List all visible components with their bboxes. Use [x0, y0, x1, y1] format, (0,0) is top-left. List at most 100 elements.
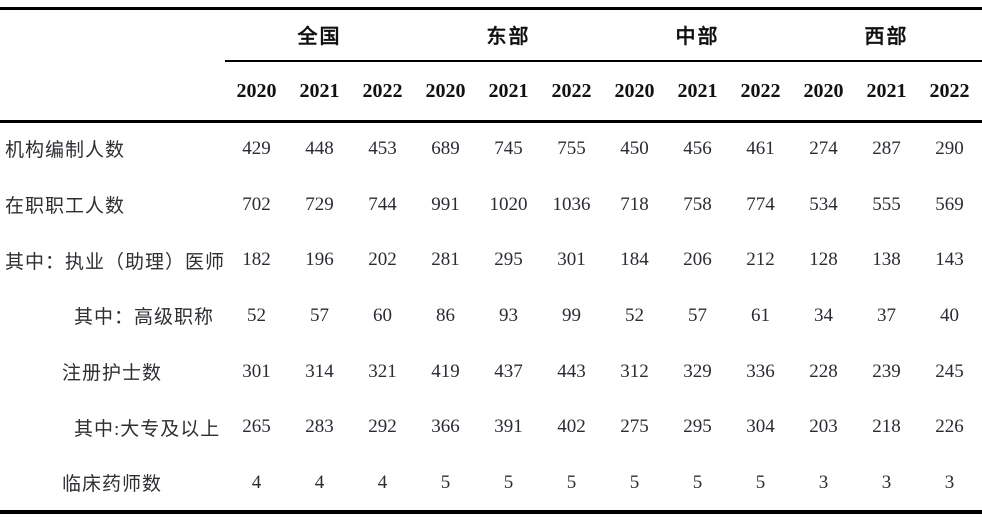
- table-cell: 3: [818, 471, 829, 493]
- table-cell: 61: [751, 304, 770, 326]
- table-cell: 275: [620, 416, 649, 438]
- header-bottom-rule: [0, 120, 982, 123]
- table-cell: 203: [809, 416, 838, 438]
- table-cell: 366: [431, 416, 460, 438]
- table-cell: 40: [940, 304, 959, 326]
- table-cell: 245: [935, 360, 964, 382]
- table-cell: 138: [872, 249, 901, 271]
- table-cell: 228: [809, 360, 838, 382]
- table-cell: 312: [620, 360, 649, 382]
- row-label: 注册护士数: [62, 363, 163, 385]
- table-cell: 744: [368, 193, 397, 215]
- table-cell: 202: [368, 249, 397, 271]
- table-cell: 461: [746, 137, 775, 159]
- year-header: 2022: [740, 79, 781, 102]
- table-top-rule: [0, 7, 982, 10]
- table-cell: 419: [431, 360, 460, 382]
- table-cell: 304: [746, 416, 775, 438]
- table-cell: 391: [494, 416, 523, 438]
- table-cell: 274: [809, 137, 838, 159]
- table-cell: 450: [620, 137, 649, 159]
- corner-cell: [0, 8, 225, 61]
- table-cell: 239: [872, 360, 901, 382]
- group-header-0: 全国: [297, 26, 342, 48]
- year-header: 2020: [236, 79, 277, 102]
- table-cell: 99: [562, 304, 581, 326]
- year-header: 2022: [362, 79, 403, 102]
- group-header-1: 东部: [486, 26, 531, 48]
- table-cell: 991: [431, 193, 460, 215]
- table-cell: 281: [431, 249, 460, 271]
- data-table: 全国 东部 中部 西部 2020 2021 2022 2020 2021 2022 2020 2021…: [0, 8, 981, 511]
- row-label: 在职职工人数: [5, 196, 126, 218]
- table-cell: 534: [809, 193, 838, 215]
- year-header: 2021: [866, 79, 907, 102]
- table-cell: 295: [494, 249, 523, 271]
- table-cell: 4: [377, 471, 388, 493]
- table-cell: 329: [683, 360, 712, 382]
- table-cell: 287: [872, 137, 901, 159]
- table-cell: 93: [499, 304, 518, 326]
- table-cell: 1036: [552, 193, 591, 215]
- group-header-underline: [225, 60, 982, 62]
- table-cell: 5: [692, 471, 703, 493]
- table-cell: 5: [755, 471, 766, 493]
- table-cell: 182: [242, 249, 271, 271]
- table-cell: 745: [494, 137, 523, 159]
- table-cell: 57: [688, 304, 707, 326]
- row-label: 机构编制人数: [5, 140, 126, 162]
- year-header: 2021: [299, 79, 340, 102]
- table-cell: 128: [809, 249, 838, 271]
- row-label: 临床药师数: [62, 474, 163, 496]
- table-cell: 218: [872, 416, 901, 438]
- year-header: 2022: [929, 79, 970, 102]
- table-cell: 437: [494, 360, 523, 382]
- table-cell: 196: [305, 249, 334, 271]
- year-header: 2021: [677, 79, 718, 102]
- table-cell: 290: [935, 137, 964, 159]
- table-cell: 206: [683, 249, 712, 271]
- table-cell: 184: [620, 249, 649, 271]
- table-cell: 37: [877, 304, 896, 326]
- table-cell: 555: [872, 193, 901, 215]
- table-cell: 755: [557, 137, 586, 159]
- table-cell: 456: [683, 137, 712, 159]
- table-cell: 212: [746, 249, 775, 271]
- corner-cell-2: [0, 61, 225, 121]
- table-cell: 448: [305, 137, 334, 159]
- table-cell: 86: [436, 304, 455, 326]
- table-cell: 702: [242, 193, 271, 215]
- table-cell: 4: [251, 471, 262, 493]
- table-bottom-rule: [0, 510, 982, 514]
- table-cell: 5: [566, 471, 577, 493]
- table-cell: 292: [368, 416, 397, 438]
- table-cell: 758: [683, 193, 712, 215]
- table-cell: 3: [944, 471, 955, 493]
- row-label: 其中：高级职称: [74, 307, 215, 329]
- year-header: 2020: [425, 79, 466, 102]
- table-cell: 689: [431, 137, 460, 159]
- group-header-2: 中部: [675, 26, 720, 48]
- table-cell: 569: [935, 193, 964, 215]
- table-cell: 301: [242, 360, 271, 382]
- table-cell: 718: [620, 193, 649, 215]
- row-label: 其中：执业（助理）医师: [5, 251, 226, 273]
- year-header: 2020: [803, 79, 844, 102]
- table-cell: 283: [305, 416, 334, 438]
- row-label: 其中:大专及以上: [74, 418, 221, 440]
- table-cell: 321: [368, 360, 397, 382]
- table-cell: 5: [629, 471, 640, 493]
- table-cell: 60: [373, 304, 392, 326]
- table-cell: 729: [305, 193, 334, 215]
- table-cell: 453: [368, 137, 397, 159]
- table-cell: 34: [814, 304, 833, 326]
- year-header: 2022: [551, 79, 592, 102]
- table-cell: 226: [935, 416, 964, 438]
- table-cell: 429: [242, 137, 271, 159]
- table-cell: 57: [310, 304, 329, 326]
- year-header: 2021: [488, 79, 529, 102]
- table-cell: 301: [557, 249, 586, 271]
- table-cell: 3: [881, 471, 892, 493]
- table-cell: 5: [503, 471, 514, 493]
